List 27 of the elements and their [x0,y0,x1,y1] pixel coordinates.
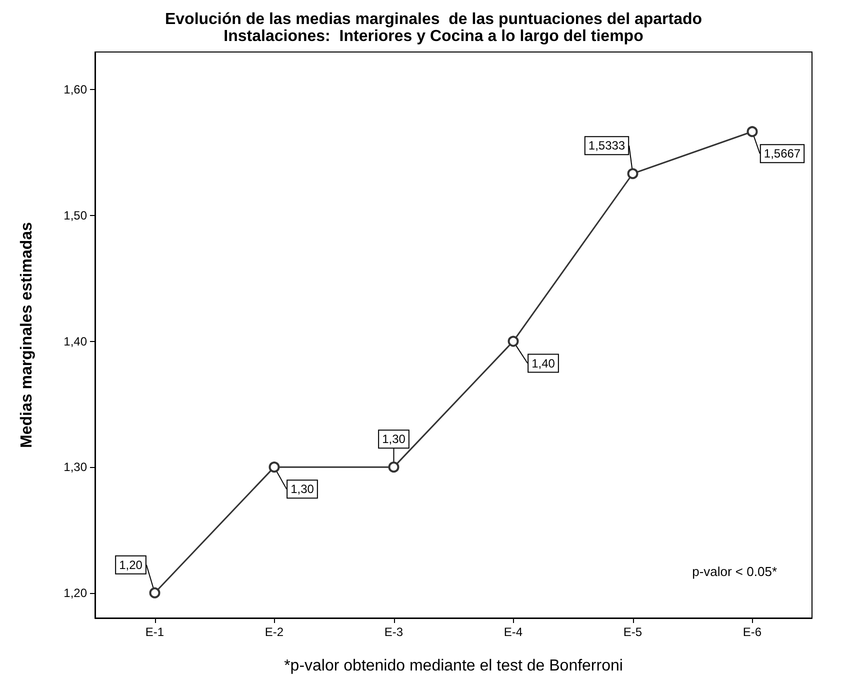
data-label: 1,20 [119,558,143,572]
point [627,168,638,180]
y-tick-label: 1,60 [64,82,88,97]
point [388,462,400,473]
x-axis-title: *p-valor obtenido mediante el test de Bonferroni [284,658,623,674]
data-label: 1,5333 [588,138,626,153]
chart-title: Evolución de las medias marginales de las puntuaciones del apartado Instalaciones: Interiores y Cocina a lo largo del tiempo [164,11,702,45]
point [508,336,519,347]
annotation: p-valor < 0.05* [692,564,778,579]
point [268,462,280,473]
point [149,587,160,598]
y-tick-label: 1,20 [64,586,88,600]
y-tick-label: 1,50 [64,208,88,223]
y-tick-label: 1,30 [64,460,88,474]
point [746,126,758,138]
x-tick-label: E-3 [384,625,404,639]
y-tick-label: 1,40 [64,334,88,348]
x-tick-label: E-6 [742,625,762,639]
data-label: 1,30 [290,482,314,496]
x-tick-label: E-1 [145,625,164,639]
data-label: 1,5667 [764,146,801,161]
x-tick-label: E-2 [264,625,284,639]
y-axis-title: Medias marginales estimadas [18,222,36,448]
data-label: 1,30 [382,432,406,446]
x-tick-label: E-5 [623,625,642,639]
data-label: 1,40 [532,356,556,370]
x-tick-label: E-4 [504,625,523,639]
